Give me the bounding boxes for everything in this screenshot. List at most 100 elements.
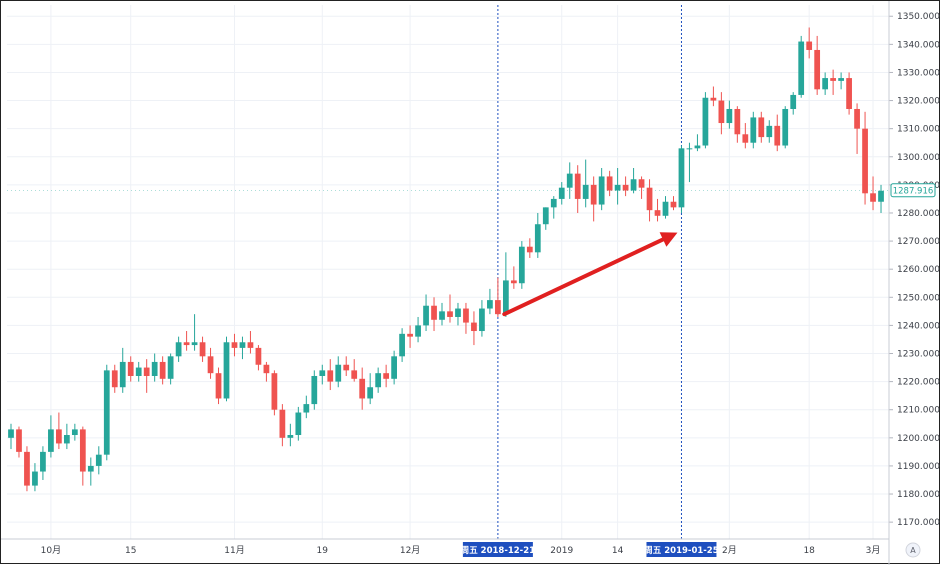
- candle-up[interactable]: [455, 308, 461, 317]
- candle-up[interactable]: [630, 179, 637, 191]
- candle-down[interactable]: [806, 41, 813, 50]
- candle-up[interactable]: [375, 373, 382, 388]
- candle-down[interactable]: [814, 49, 821, 90]
- candle-down[interactable]: [526, 246, 533, 253]
- candle-up[interactable]: [48, 429, 54, 452]
- candle-down[interactable]: [463, 308, 469, 323]
- candle-up[interactable]: [502, 280, 509, 315]
- candle-up[interactable]: [558, 187, 565, 199]
- candle-up[interactable]: [239, 342, 246, 348]
- candle-up[interactable]: [191, 342, 198, 346]
- auto-scale-button[interactable]: [905, 542, 921, 558]
- candle-up[interactable]: [726, 108, 733, 124]
- candle-up[interactable]: [439, 311, 445, 320]
- candle-down[interactable]: [742, 134, 749, 143]
- candle-up[interactable]: [614, 184, 621, 191]
- candle-up[interactable]: [63, 435, 70, 444]
- candle-up[interactable]: [518, 246, 525, 284]
- candle-up[interactable]: [287, 435, 294, 438]
- candle-up[interactable]: [702, 97, 709, 146]
- candle-up[interactable]: [223, 342, 230, 399]
- candle-down[interactable]: [574, 173, 581, 199]
- candle-up[interactable]: [566, 173, 573, 188]
- candle-down[interactable]: [590, 184, 597, 205]
- candle-up[interactable]: [662, 201, 669, 216]
- candle-up[interactable]: [311, 375, 318, 405]
- candle-up[interactable]: [878, 190, 884, 202]
- candle-down[interactable]: [127, 361, 134, 376]
- candle-down[interactable]: [279, 409, 286, 438]
- candle-up[interactable]: [766, 125, 773, 138]
- candle-down[interactable]: [471, 322, 477, 332]
- candle-down[interactable]: [774, 125, 781, 146]
- candle-up[interactable]: [95, 454, 102, 466]
- candle-down[interactable]: [215, 373, 222, 399]
- candle-up[interactable]: [542, 207, 549, 225]
- candle-up[interactable]: [550, 198, 557, 208]
- candle-down[interactable]: [143, 367, 150, 376]
- candle-up[interactable]: [103, 370, 110, 455]
- candle-down[interactable]: [79, 429, 86, 472]
- candle-up[interactable]: [838, 78, 844, 81]
- candle-down[interactable]: [654, 210, 661, 216]
- candle-down[interactable]: [24, 451, 30, 486]
- candle-down[interactable]: [383, 373, 390, 379]
- candle-down[interactable]: [758, 117, 765, 138]
- candle-up[interactable]: [487, 300, 493, 309]
- candle-down[interactable]: [16, 429, 22, 452]
- candle-down[interactable]: [670, 201, 677, 208]
- candle-down[interactable]: [862, 128, 868, 194]
- candle-down[interactable]: [263, 364, 270, 374]
- candle-down[interactable]: [159, 361, 166, 379]
- candle-up[interactable]: [479, 308, 485, 332]
- candle-down[interactable]: [431, 305, 437, 320]
- candle-up[interactable]: [686, 148, 693, 150]
- candle-up[interactable]: [8, 429, 14, 438]
- candle-up[interactable]: [423, 305, 429, 326]
- candle-up[interactable]: [335, 364, 342, 382]
- candle-up[interactable]: [678, 148, 685, 208]
- candle-down[interactable]: [710, 97, 717, 101]
- candle-down[interactable]: [183, 342, 190, 346]
- candle-down[interactable]: [734, 108, 741, 135]
- candle-up[interactable]: [119, 361, 126, 388]
- candle-up[interactable]: [822, 78, 829, 90]
- candle-up[interactable]: [71, 429, 78, 436]
- candle-down[interactable]: [351, 370, 358, 379]
- candle-down[interactable]: [447, 311, 453, 317]
- candle-down[interactable]: [718, 100, 725, 124]
- candle-down[interactable]: [207, 356, 214, 374]
- candle-down[interactable]: [606, 176, 613, 191]
- candle-down[interactable]: [111, 370, 118, 388]
- candle-up[interactable]: [175, 342, 182, 357]
- candle-down[interactable]: [846, 78, 852, 109]
- candle-up[interactable]: [87, 465, 94, 472]
- candle-down[interactable]: [343, 364, 350, 371]
- candle-down[interactable]: [646, 187, 653, 211]
- candle-up[interactable]: [790, 94, 797, 109]
- candle-down[interactable]: [359, 378, 366, 399]
- candle-down[interactable]: [854, 108, 860, 129]
- candle-up[interactable]: [135, 367, 142, 376]
- candle-up[interactable]: [167, 356, 174, 379]
- candle-down[interactable]: [56, 429, 62, 444]
- candle-up[interactable]: [598, 176, 605, 205]
- candle-down[interactable]: [255, 347, 262, 365]
- candle-up[interactable]: [391, 356, 397, 379]
- candle-up[interactable]: [367, 387, 374, 399]
- candle-up[interactable]: [295, 412, 302, 436]
- candle-down[interactable]: [510, 280, 517, 284]
- candle-down[interactable]: [622, 184, 629, 191]
- candle-up[interactable]: [399, 333, 405, 357]
- candle-up[interactable]: [319, 370, 326, 376]
- candle-down[interactable]: [199, 342, 206, 357]
- price-axis[interactable]: 1170.000 1180.000 1190.000 1200.000 1210.000…: [888, 1, 940, 565]
- candle-up[interactable]: [534, 224, 541, 253]
- candle-up[interactable]: [782, 108, 789, 146]
- candle-up[interactable]: [40, 451, 46, 472]
- candle-down[interactable]: [247, 342, 254, 348]
- time-axis[interactable]: 10月 15 11月 19 12月 2019 14 2月 18 3月 周五 2018-12-21 周五…: [1, 538, 921, 558]
- candle-down[interactable]: [638, 179, 645, 188]
- candle-up[interactable]: [798, 41, 805, 95]
